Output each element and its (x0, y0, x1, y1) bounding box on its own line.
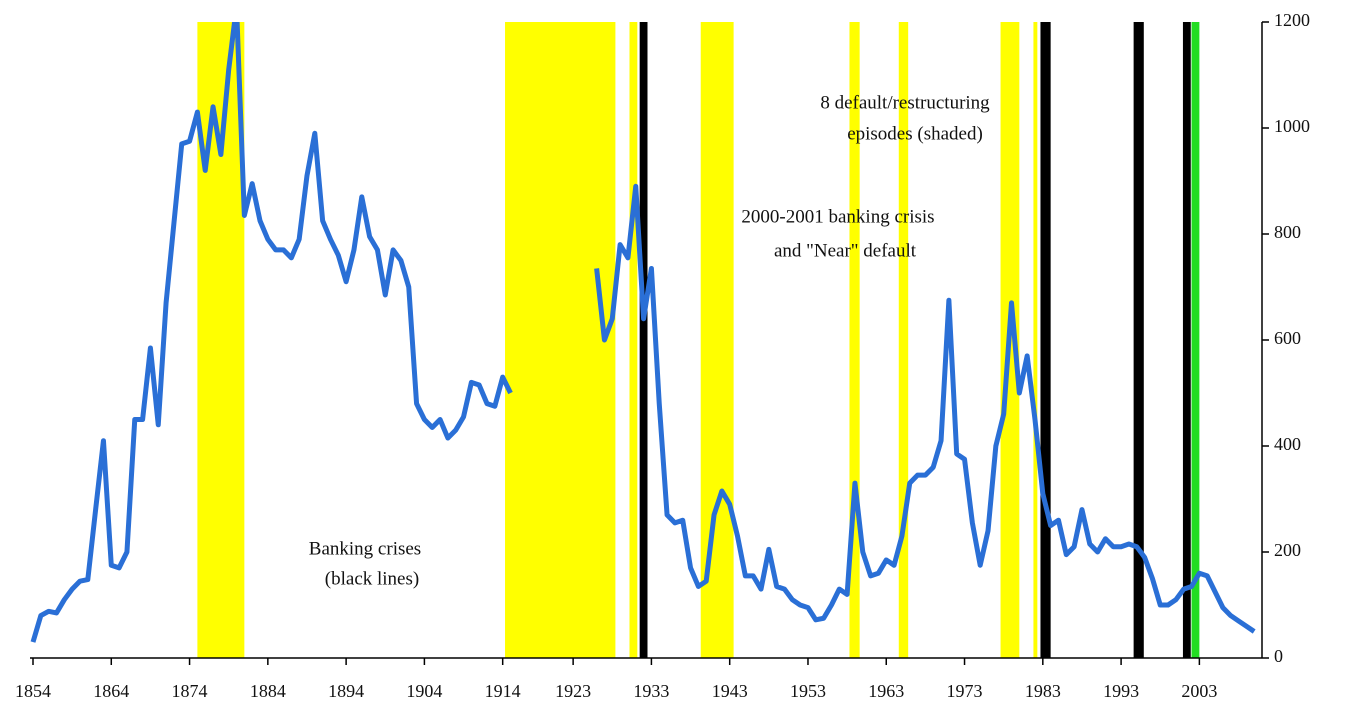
x-tick-label: 1973 (947, 681, 983, 701)
annotation: Banking crises (309, 538, 421, 559)
band (197, 22, 245, 658)
band (629, 22, 638, 658)
annotation: episodes (shaded) (847, 123, 983, 144)
x-tick-label: 1894 (328, 681, 364, 701)
y-tick-label: 200 (1274, 540, 1301, 560)
bands (197, 22, 1200, 658)
annotation: 2000-2001 banking crisis (741, 206, 934, 227)
x-tick-label: 1854 (15, 681, 51, 701)
y-tick-label: 800 (1274, 222, 1301, 242)
axes: 0 200 400 600 800 1000 1200 1854 1864 1874 1884 189… (15, 10, 1310, 701)
x-tick-label: 1933 (633, 681, 669, 701)
annotation: (black lines) (325, 568, 419, 589)
x-tick-label: 1884 (250, 681, 286, 701)
x-tick-label: 1963 (868, 681, 904, 701)
data-line (594, 183, 1256, 634)
band (1033, 22, 1038, 658)
x-tick-label: 1943 (712, 681, 748, 701)
lines (30, 22, 1256, 643)
y-tick-label: 400 (1274, 434, 1301, 454)
x-tick-label: 1983 (1025, 681, 1061, 701)
x-tick-label: 1874 (172, 681, 208, 701)
band (1040, 22, 1051, 658)
x-tick-label: 1953 (790, 681, 826, 701)
y-tick-label: 0 (1274, 646, 1283, 666)
band (505, 22, 616, 658)
y-tick-label: 600 (1274, 328, 1301, 348)
x-tick-label: 2003 (1181, 681, 1217, 701)
data-line (30, 22, 513, 643)
band (898, 22, 909, 658)
x-tick-label: 1923 (555, 681, 591, 701)
x-tick-label: 1864 (93, 681, 129, 701)
band (639, 22, 648, 658)
band (849, 22, 860, 658)
annotation: and "Near" default (774, 240, 917, 261)
x-tick-label: 1904 (406, 681, 442, 701)
x-tick-label: 1914 (485, 681, 521, 701)
band (700, 22, 734, 658)
band (1182, 22, 1191, 658)
band (1133, 22, 1144, 658)
annotation: 8 default/restructuring (820, 92, 990, 113)
y-tick-label: 1200 (1274, 10, 1310, 30)
band (1191, 22, 1200, 658)
x-tick-label: 1993 (1103, 681, 1139, 701)
y-tick-label: 1000 (1274, 116, 1310, 136)
